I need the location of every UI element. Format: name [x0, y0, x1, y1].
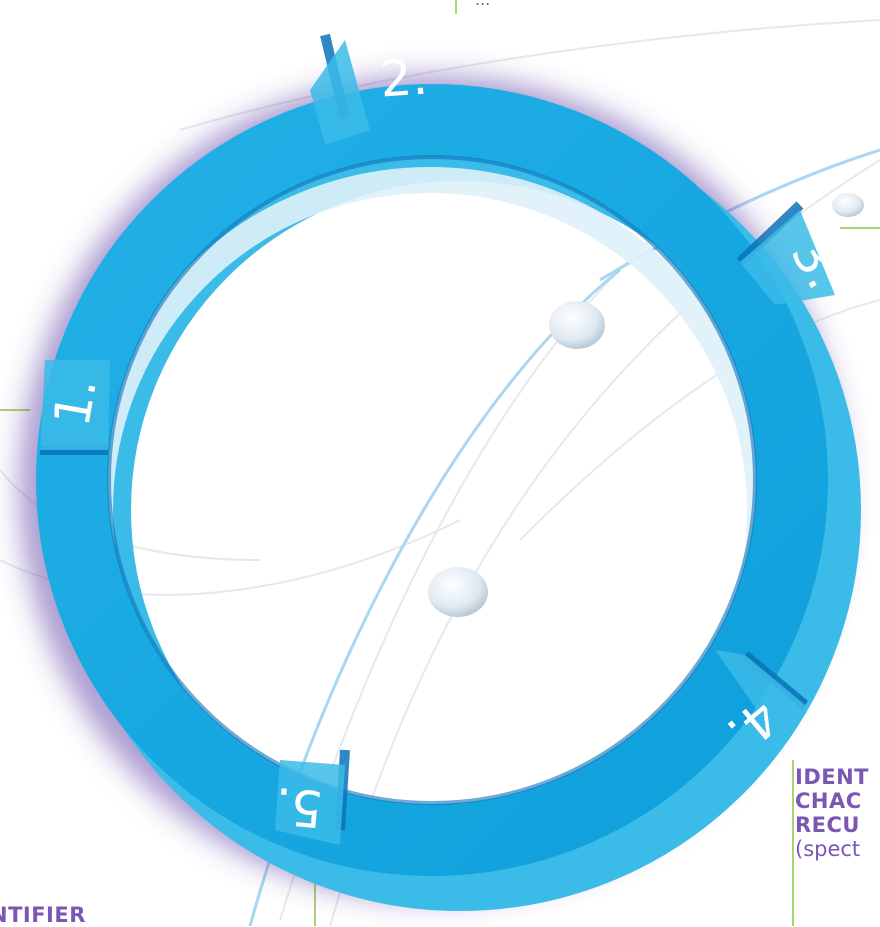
step-1-number: 1. — [43, 374, 108, 431]
step-4-caption: IDENT CHAC RECU (spect — [795, 765, 869, 861]
ring-inner-edge — [107, 155, 757, 805]
segment-highlights — [40, 40, 835, 845]
droplet-beads — [428, 193, 864, 617]
step-2-caption-partial: ... — [475, 0, 490, 12]
caption-4-line-2: CHAC — [795, 789, 862, 813]
caption-top-text: ... — [475, 0, 490, 12]
caption-4-line-3: RECU — [795, 813, 860, 837]
step-2-number: 2. — [378, 47, 430, 108]
step-5-number: 5. — [272, 776, 325, 838]
step-5-caption: NTIFIER — [0, 903, 86, 927]
caption-4-note: (spect — [795, 837, 861, 861]
ring-main — [36, 84, 828, 876]
caption-4-line-1: IDENT — [795, 765, 869, 789]
caption-5-line-1: NTIFIER — [0, 903, 86, 927]
